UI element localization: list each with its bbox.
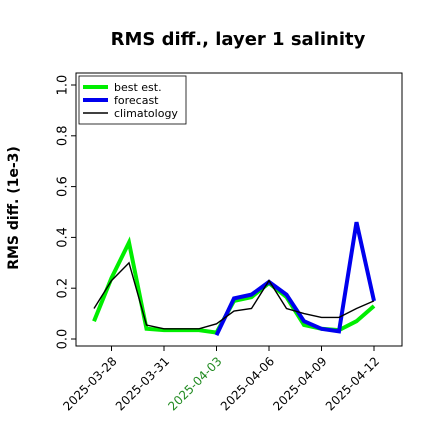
plot-frame (75, 72, 403, 347)
y-ticks: 0.0 0.2 0.4 0.6 0.8 1.0 (56, 75, 76, 350)
x-tick-label: 2025-04-06 (218, 354, 277, 413)
chart-title: RMS diff., layer 1 salinity (111, 29, 366, 50)
y-tick-label: 0.8 (56, 125, 71, 146)
series-lines (92, 221, 376, 337)
x-tick-label: 2025-04-09 (270, 354, 329, 413)
y-tick-label: 0.4 (56, 227, 71, 248)
legend-label: forecast (114, 94, 159, 107)
x-tick-label: 2025-04-12 (323, 354, 382, 413)
x-tick-label: 2025-04-03 (165, 354, 224, 413)
y-tick-label: 0.0 (56, 329, 71, 350)
series-line-climatology (93, 261, 375, 330)
series-line-forecast (214, 221, 376, 337)
legend-label: climatology (114, 107, 178, 120)
y-tick-label: 0.6 (56, 176, 71, 197)
x-ticks: 2025-03-282025-03-312025-04-032025-04-06… (60, 346, 382, 413)
x-tick-label: 2025-03-28 (60, 354, 119, 413)
y-tick-label: 0.2 (56, 278, 71, 299)
y-tick-label: 1.0 (56, 75, 71, 96)
y-axis-label: RMS diff. (1e-3) (6, 146, 22, 270)
x-tick-label: 2025-03-31 (113, 354, 172, 413)
legend-label: best est. (114, 81, 162, 94)
